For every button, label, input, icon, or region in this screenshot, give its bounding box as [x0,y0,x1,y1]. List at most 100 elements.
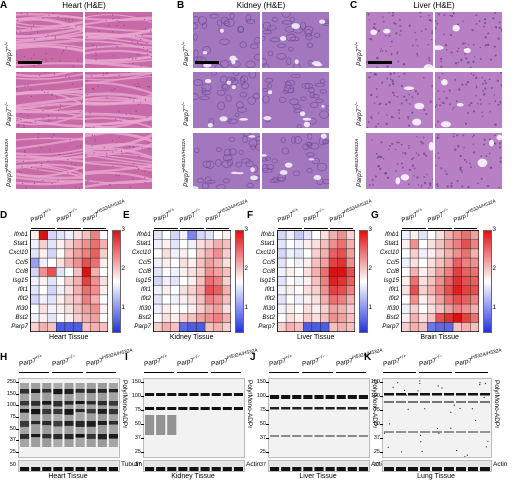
heatmap-cell [409,322,419,332]
blot-image [268,378,370,458]
gene-label: Ifi30 [16,304,28,312]
panel-title-B: Kidney (H&E) [236,1,286,10]
tissue-texture [366,12,433,68]
histology-image [366,72,433,128]
heatmap-cell [99,248,109,259]
heatmap-cell [435,322,445,332]
loading-bands [384,467,490,471]
colorbar-tick: 3 [368,226,373,233]
colorbar-tick: 3 [121,226,126,233]
mw-marker: 75 [9,414,16,420]
heatmap-cell [187,322,197,332]
heatmap-cell [47,239,57,250]
heatmap-cell [401,322,411,332]
genotype-header: Parp7+/+ [152,206,175,225]
heatmap-cell [427,276,437,286]
heatmap-cell [161,313,171,323]
group-bracket [177,372,208,373]
heatmap-cell [153,267,163,277]
histology-image [193,12,260,68]
heatmap-cell [409,230,419,240]
heatmap-cell [470,257,480,268]
heatmap-cell [187,285,197,296]
mw-marker: 75 [259,407,266,413]
gene-label: Ifit1 [388,286,399,294]
heatmap-cell [64,257,74,268]
heatmap-cell [179,230,189,240]
heatmap-cell [222,257,232,268]
tissue-label: Heart Tissue [49,334,89,342]
heatmap-cell [81,313,91,323]
heatmap-cell [320,303,330,314]
gene-label: Stat1 [13,240,28,248]
heatmap-cell [56,267,66,277]
heatmap-cell [170,248,180,259]
blot-bands [145,393,243,435]
heatmap-cell [99,303,109,314]
heatmap-cell [294,313,304,323]
tissue-texture [16,12,83,68]
mw-marker: 25 [9,449,16,455]
heatmap-cell [213,239,223,250]
heatmap-cell [427,248,437,259]
heatmap-cell [337,313,347,323]
mw-tick [16,452,19,453]
panel-title-A: Heart (H&E) [62,1,106,10]
heatmap-cell [38,248,48,259]
heatmap-cell [294,267,304,277]
mw-tick [266,452,269,453]
heatmap-cell [303,303,313,314]
heatmap-cell [452,294,462,305]
heatmap-cell [427,267,437,277]
mw-marker: 100 [131,393,141,399]
loading-control-label: Actin [493,461,508,468]
gene-label: Ifit2 [140,295,151,303]
loading-control-strip [143,460,245,472]
group-bracket [85,372,116,373]
heatmap-cell [435,285,445,296]
heatmap-cell [47,276,57,286]
histology-image [366,12,433,68]
heatmap-cell [303,276,313,286]
heatmap-grid [30,230,109,333]
heatmap-cell [277,322,287,332]
heatmap-cell [204,276,214,286]
heatmap-cell [90,267,100,277]
heatmap-cell [346,267,356,277]
heatmap-cell [153,313,163,323]
heatmap-cell [320,285,330,296]
gene-label: Ccl8 [138,267,151,275]
heatmap-cell [213,267,223,277]
histology-image [85,133,152,189]
gene-label: Ccl5 [138,258,151,266]
genotype-header: Parp7+/+ [276,206,299,225]
heatmap-cell [187,257,197,268]
heatmap-cell [277,285,287,296]
heatmap-cell [170,230,180,240]
heatmap-cell [311,257,321,268]
mw-tick [16,428,19,430]
colorbar-tick: 2 [492,264,497,272]
mw-marker: 25 [373,449,380,455]
genotype-header: Parp7+/+ [268,354,293,369]
heatmap-cell [30,248,40,259]
tissue-label: Liver Tissue [297,334,335,342]
heatmap-cell [427,239,437,250]
heatmap-cell [204,230,214,240]
heatmap-cell [30,294,40,305]
gene-label: Ifit1 [17,286,28,294]
heatmap-cell [277,248,287,259]
genotype-header: Parp7H532A/H532A [451,198,496,225]
heatmap-cell [187,239,197,250]
heatmap-cell [409,248,419,259]
panel-letter-H: H [0,352,8,363]
gene-label: Ccl8 [386,267,399,275]
heatmap-cell [153,239,163,250]
gene-label: Bst2 [138,313,151,321]
heatmap-cell [418,313,428,323]
heatmap-cell [170,303,180,314]
loading-control-strip [18,460,120,472]
heatmap-cell [90,239,100,250]
heatmap-cell [452,248,462,259]
panel-title-C: Liver (H&E) [413,1,455,10]
